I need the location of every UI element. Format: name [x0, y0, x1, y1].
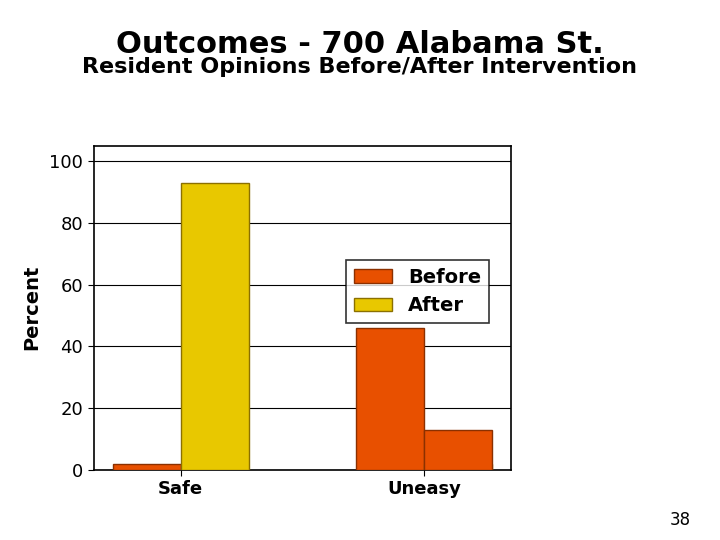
- Bar: [181, 183, 249, 470]
- Legend: Before, After: Before, After: [346, 260, 489, 323]
- Text: Outcomes - 700 Alabama St.: Outcomes - 700 Alabama St.: [116, 30, 604, 59]
- Text: Resident Opinions Before/After Intervention: Resident Opinions Before/After Intervent…: [83, 57, 637, 77]
- Bar: [424, 464, 492, 470]
- Y-axis label: Percent: Percent: [22, 265, 41, 350]
- Text: 38: 38: [670, 511, 691, 529]
- Bar: [424, 430, 492, 470]
- Bar: [356, 328, 424, 470]
- Bar: [112, 464, 181, 470]
